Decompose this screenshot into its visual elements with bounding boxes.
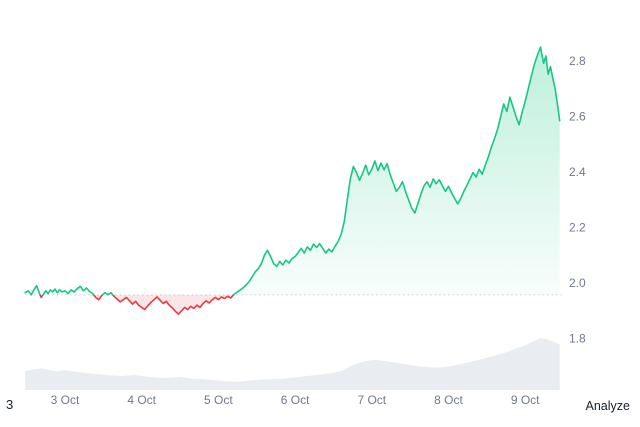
x-axis-label: 8 Oct (434, 393, 463, 407)
y-axis-label: 2.0 (569, 276, 586, 290)
x-axis-label: 6 Oct (281, 393, 310, 407)
y-axis-labels: 2.8 2.6 2.4 2.2 2.0 1.8 (569, 54, 586, 346)
y-axis-label: 1.8 (569, 332, 586, 346)
y-axis-label: 2.8 (569, 54, 586, 68)
y-axis-label: 2.2 (569, 221, 586, 235)
x-axis-label: 3 Oct (51, 393, 80, 407)
footer-left-text: 3 (6, 397, 14, 412)
price-line-up (24, 46, 561, 295)
y-axis-label: 2.4 (569, 165, 586, 179)
y-axis-label: 2.6 (569, 110, 586, 124)
analyze-button[interactable]: Analyze (585, 399, 630, 413)
x-axis-label: 7 Oct (357, 393, 386, 407)
x-axis-labels: 3 Oct 4 Oct 5 Oct 6 Oct 7 Oct 8 Oct 9 Oct (51, 393, 541, 407)
volume-area (25, 338, 560, 390)
x-axis-label: 4 Oct (127, 393, 156, 407)
x-axis-label: 9 Oct (511, 393, 540, 407)
x-axis-label: 5 Oct (204, 393, 233, 407)
price-area-up (25, 47, 560, 295)
